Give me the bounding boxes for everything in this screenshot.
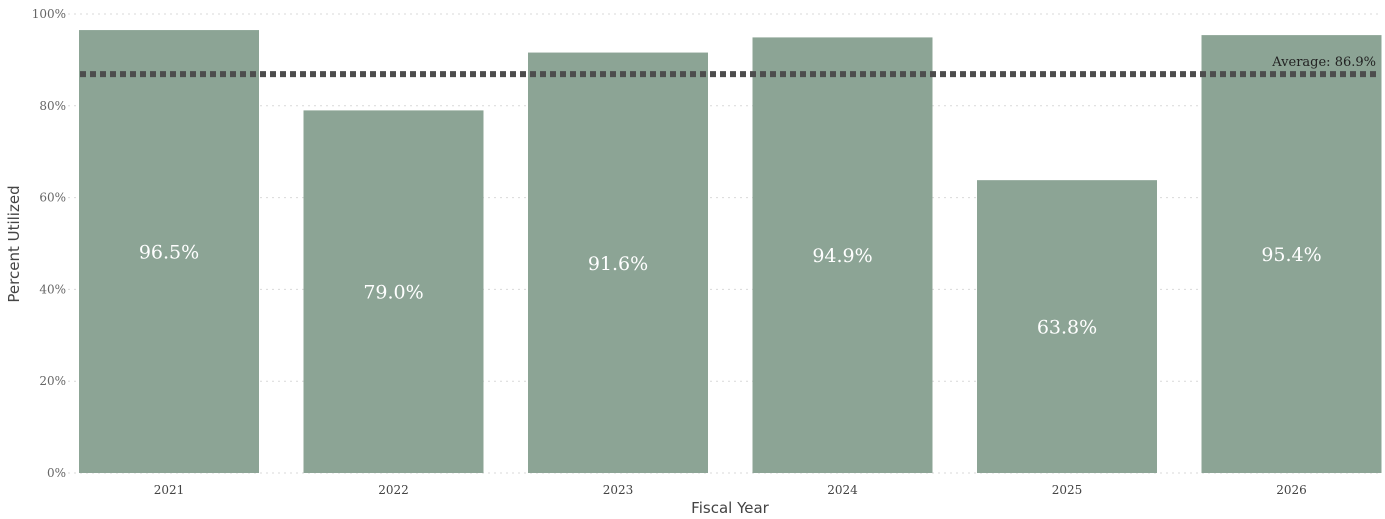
y-tick-label: 100% [32, 7, 66, 21]
x-tick-label: 2021 [154, 483, 185, 497]
x-tick-label: 2025 [1052, 483, 1083, 497]
average-label: Average: 86.9% [1271, 55, 1376, 70]
y-tick-label: 0% [47, 466, 66, 480]
x-tick-label: 2023 [603, 483, 634, 497]
bar-value-label: 95.4% [1261, 244, 1321, 266]
x-axis-ticks: 2021 2022 2023 2024 2025 2026 [154, 483, 1307, 497]
bar-value-label: 79.0% [363, 282, 423, 304]
bar-2025 [977, 180, 1157, 473]
y-tick-label: 60% [39, 191, 66, 205]
y-tick-label: 20% [39, 374, 66, 388]
x-tick-label: 2022 [378, 483, 409, 497]
bar-2022 [303, 110, 484, 473]
bar-value-label: 94.9% [812, 245, 872, 267]
bar-2024 [752, 37, 933, 474]
bar-value-label: 96.5% [139, 242, 199, 264]
bar-2023 [528, 52, 708, 473]
x-tick-label: 2024 [827, 483, 858, 497]
bar-value-label: 63.8% [1037, 317, 1097, 339]
y-axis-ticks: 0% 20% 40% 60% 80% 100% [32, 7, 66, 480]
y-tick-label: 80% [39, 99, 66, 113]
x-axis-title: Fiscal Year [691, 499, 769, 517]
grid-lines [68, 13, 1380, 474]
bars [79, 30, 1382, 474]
average-reference: Average: 86.9% [80, 55, 1380, 78]
bar-2021 [79, 30, 259, 473]
x-tick-label: 2026 [1276, 483, 1307, 497]
bar-2026 [1201, 35, 1382, 473]
bar-value-labels: 96.5% 79.0% 91.6% 94.9% 63.8% 95.4% [139, 242, 1322, 339]
bar-value-label: 91.6% [588, 253, 648, 275]
y-tick-label: 40% [39, 282, 66, 296]
y-axis-title: Percent Utilized [5, 185, 23, 302]
